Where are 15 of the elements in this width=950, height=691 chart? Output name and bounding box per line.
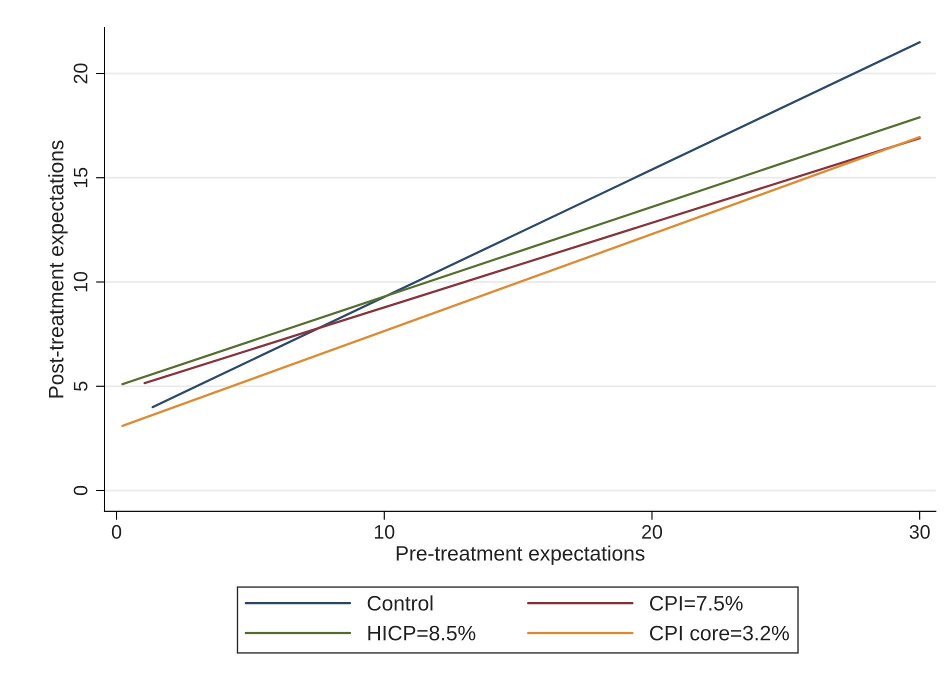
y-tick-label: 10 — [74, 272, 88, 292]
y-tick-label: 20 — [74, 63, 88, 84]
legend-label: Control — [368, 595, 432, 611]
legend-label: HICP=8.5% — [368, 626, 476, 640]
x-tick-label: 20 — [642, 525, 662, 539]
x-tick-label: 10 — [374, 525, 394, 539]
x-tick-label: 30 — [910, 525, 930, 539]
x-axis-title: Pre-treatment expectations — [396, 545, 644, 565]
legend-label: CPI core=3.2% — [650, 626, 789, 640]
legend-label: CPI=7.5% — [650, 596, 743, 611]
y-tick-label: 0 — [74, 486, 88, 496]
x-tick-label: 0 — [112, 525, 122, 539]
y-tick-label: 15 — [74, 168, 88, 188]
y-axis-title: Post-treatment expectations — [48, 140, 68, 398]
y-tick-label: 5 — [74, 382, 88, 391]
